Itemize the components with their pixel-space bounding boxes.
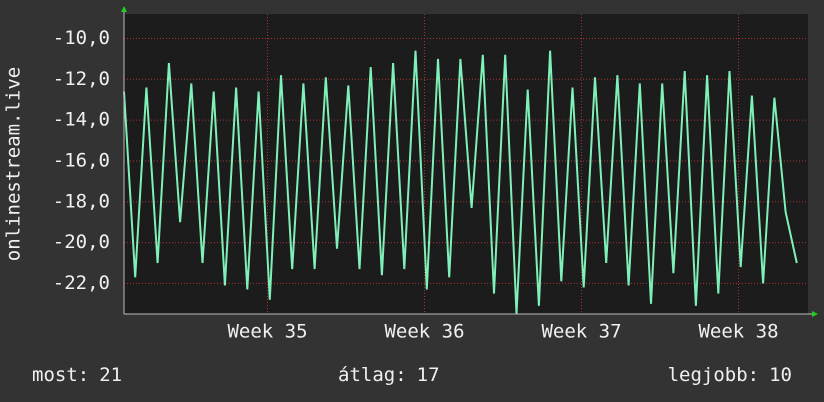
stat: legjobb: 10 [668,364,792,386]
stat-value: 17 [417,364,440,386]
y-arrow [121,6,127,12]
y-tick-label: -18,0 [53,190,110,212]
x-tick-label: Week 36 [384,321,464,343]
x-tick-label: Week 37 [541,321,621,343]
stat-value: 21 [99,364,122,386]
y-tick-label: -10,0 [53,27,110,49]
y-tick-label: -12,0 [53,68,110,90]
x-arrow [812,311,818,317]
stat: most: 21 [32,364,122,386]
y-tick-label: -22,0 [53,272,110,294]
stat-label: most: [32,364,89,386]
y-axis-label: onlinestream.live [3,67,25,261]
x-tick-label: Week 35 [227,321,307,343]
y-tick-label: -20,0 [53,231,110,253]
stat-label: átlag: [338,364,407,386]
x-tick-label: Week 38 [698,321,778,343]
data-line [123,50,798,315]
stat-value: 10 [769,364,792,386]
y-tick-label: -16,0 [53,149,110,171]
stat: átlag: 17 [338,364,440,386]
stat-label: legjobb: [668,364,760,386]
y-tick-label: -14,0 [53,109,110,131]
